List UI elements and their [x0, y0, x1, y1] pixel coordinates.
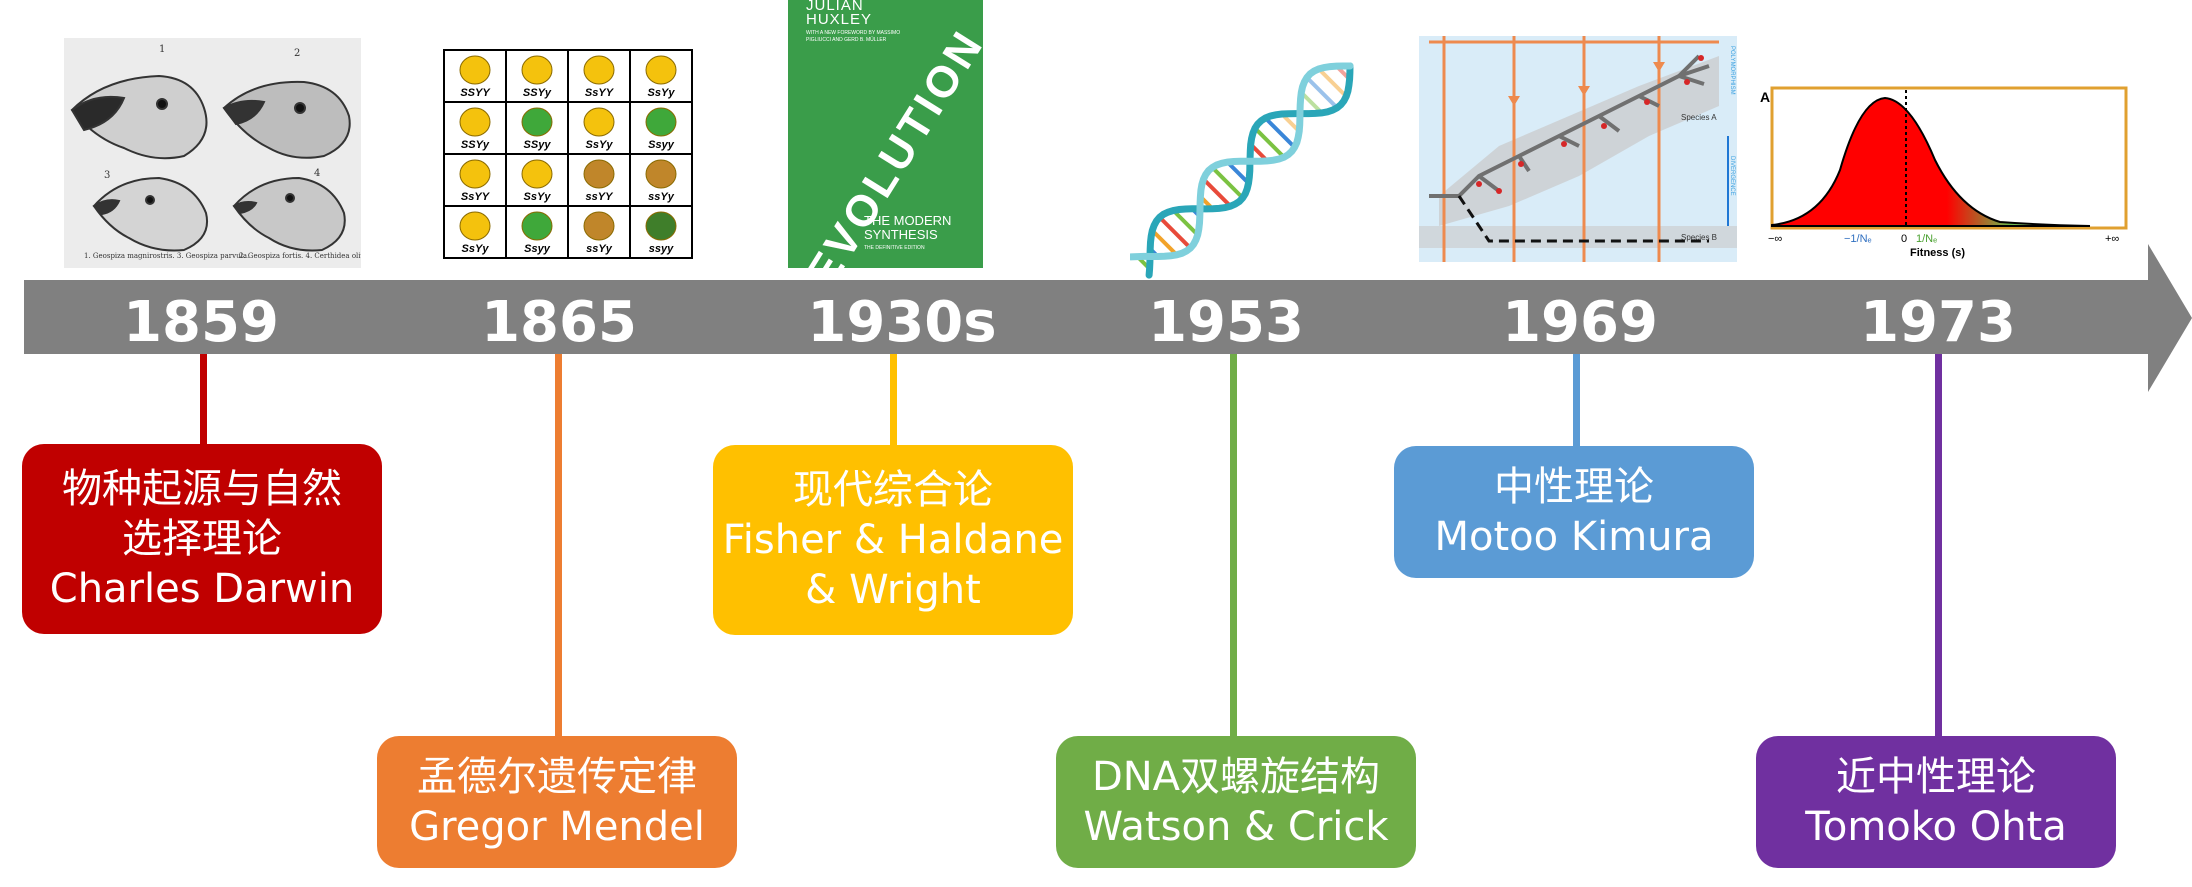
- year-1859: 1859: [123, 290, 279, 355]
- book-author-last: HUXLEY: [806, 11, 873, 28]
- fitness-pos-inf: +∞: [2105, 233, 2119, 245]
- punnett-genotype: SsYY: [461, 191, 491, 203]
- card-kimura: 中性理论 Motoo Kimura: [1394, 446, 1754, 578]
- stem-mendel: [555, 354, 562, 738]
- pea-icon: [583, 55, 615, 85]
- pea-icon: [521, 159, 553, 189]
- card-darwin-title: 物种起源与自然: [62, 466, 342, 512]
- card-synthesis-title: 现代综合论: [793, 467, 993, 513]
- stem-kimura: [1573, 354, 1580, 448]
- finch-label-1: 1: [159, 44, 165, 55]
- card-darwin-title-line2: 选择理论: [122, 516, 282, 562]
- card-mendel: 孟德尔遗传定律 Gregor Mendel: [377, 736, 737, 868]
- punnett-genotype: SsYy: [524, 191, 552, 203]
- punnett-genotype: SSyy: [524, 139, 552, 151]
- pea-icon: [583, 159, 615, 189]
- punnett-square-peas: SSYY SSYy SsYY SsYy SSYy SSyy SsYy Ssyy SsYY SsYy…: [440, 46, 698, 260]
- card-darwin: 物种起源与自然 选择理论 Charles Darwin: [22, 444, 382, 634]
- fitness-distribution-chart: A −∞ −1/Nₑ 0 1/Nₑ +∞ Fitness (s): [1760, 80, 2132, 260]
- pea-icon: [459, 211, 491, 241]
- punnett-genotype: ssyy: [649, 243, 674, 255]
- pea-icon: [521, 55, 553, 85]
- dna-double-helix: [1130, 56, 1370, 286]
- card-dna: DNA双螺旋结构 Watson & Crick: [1056, 736, 1416, 868]
- year-1969: 1969: [1502, 290, 1658, 355]
- card-synthesis: 现代综合论 Fisher & Haldane & Wright: [713, 445, 1073, 635]
- stem-synthesis: [890, 354, 897, 446]
- pea-icon: [459, 159, 491, 189]
- pea-icon: [459, 107, 491, 137]
- pea-icon: [583, 107, 615, 137]
- book-foreword-line2: PIGLIUCCI AND GERD B. MÜLLER: [806, 37, 887, 43]
- card-ohta: 近中性理论 Tomoko Ohta: [1756, 736, 2116, 868]
- pea-icon: [583, 211, 615, 241]
- pea-icon: [459, 55, 491, 85]
- punnett-genotype: SsYy: [648, 87, 676, 99]
- card-ohta-title: 近中性理论: [1836, 754, 2036, 800]
- pea-icon: [645, 55, 677, 85]
- punnett-genotype: ssYy: [648, 191, 675, 203]
- punnett-genotype: Ssyy: [524, 243, 551, 255]
- card-mendel-person: Gregor Mendel: [409, 804, 705, 850]
- fitness-panel-label: A: [1760, 89, 1770, 105]
- finch-label-4: 4: [314, 168, 320, 179]
- book-subtitle-1: THE MODERN: [864, 213, 952, 228]
- card-mendel-title: 孟德尔遗传定律: [417, 754, 697, 800]
- book-subtitle-3: THE DEFINITIVE EDITION: [864, 245, 925, 251]
- year-1953: 1953: [1148, 290, 1304, 355]
- stem-ohta: [1935, 354, 1942, 738]
- finch-label-2: 2: [294, 48, 300, 59]
- punnett-genotype: ssYy: [586, 243, 613, 255]
- tree-species-a: Species A: [1681, 113, 1717, 122]
- stem-dna: [1230, 354, 1237, 738]
- tree-side-top: POLYMORPHISM: [1729, 46, 1735, 95]
- card-kimura-title: 中性理论: [1494, 464, 1654, 510]
- card-ohta-person: Tomoko Ohta: [1805, 804, 2067, 850]
- fitness-pos-ne: 1/Nₑ: [1916, 233, 1937, 245]
- evolution-book-cover: JULIAN HUXLEY WITH A NEW FOREWORD BY MAS…: [788, 0, 983, 268]
- punnett-genotype: SSYY: [460, 87, 491, 99]
- book-author-first: JULIAN: [806, 0, 864, 14]
- card-kimura-person: Motoo Kimura: [1434, 514, 1714, 560]
- tree-species-b: Species B: [1681, 233, 1717, 242]
- finch-caption-right: 2. Geospiza fortis. 4. Certhidea olivace…: [239, 252, 361, 260]
- tree-side-bottom: DIVERGENCE: [1729, 156, 1735, 196]
- finch-label-3: 3: [104, 170, 110, 181]
- fitness-zero: 0: [1901, 233, 1907, 245]
- punnett-genotype: SsYy: [462, 243, 490, 255]
- punnett-genotype: SSYy: [523, 87, 552, 99]
- card-dna-title: DNA双螺旋结构: [1091, 754, 1381, 800]
- neutral-theory-tree: Species A Species B POLYMORPHISM DIVERGE…: [1419, 36, 1737, 262]
- year-1973: 1973: [1860, 290, 2016, 355]
- card-dna-person: Watson & Crick: [1083, 804, 1389, 850]
- pea-icon: [645, 159, 677, 189]
- card-darwin-person: Charles Darwin: [49, 566, 355, 612]
- pea-icon: [645, 211, 677, 241]
- stem-darwin: [200, 354, 207, 446]
- fitness-neg-inf: −∞: [1768, 233, 1782, 245]
- pea-icon: [521, 211, 553, 241]
- book-subtitle-2: SYNTHESIS: [864, 227, 938, 242]
- punnett-genotype: SSYy: [461, 139, 490, 151]
- punnett-genotype: SsYY: [585, 87, 615, 99]
- card-synthesis-person-line2: & Wright: [805, 567, 981, 613]
- pea-icon: [521, 107, 553, 137]
- darwin-finches-illustration: 1 2 3 4 1. Geospiza magnirostris. 3. Geo…: [64, 38, 361, 268]
- punnett-genotype: SsYy: [586, 139, 614, 151]
- fitness-xlabel: Fitness (s): [1910, 247, 1965, 259]
- punnett-genotype: Ssyy: [648, 139, 675, 151]
- card-synthesis-person: Fisher & Haldane: [722, 517, 1064, 563]
- book-foreword: WITH A NEW FOREWORD BY MASSIMO: [806, 30, 901, 36]
- year-1930s: 1930s: [807, 290, 997, 355]
- finch-caption-left: 1. Geospiza magnirostris. 3. Geospiza pa…: [84, 252, 249, 260]
- year-1865: 1865: [481, 290, 637, 355]
- punnett-genotype: ssYY: [586, 191, 615, 203]
- fitness-neg-ne: −1/Nₑ: [1844, 233, 1872, 245]
- pea-icon: [645, 107, 677, 137]
